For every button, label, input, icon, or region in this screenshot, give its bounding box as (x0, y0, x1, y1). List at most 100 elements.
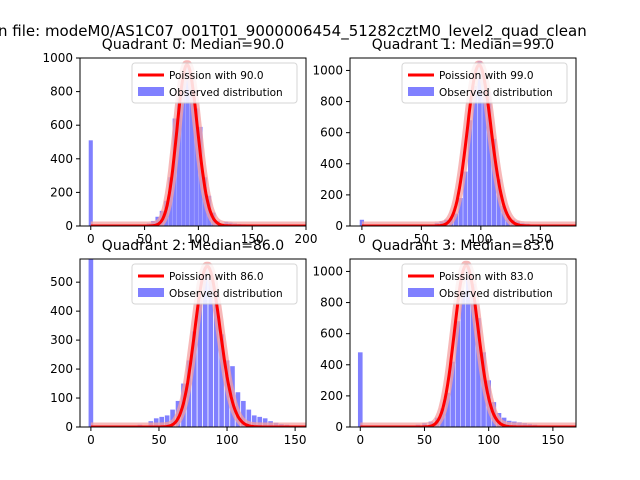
y-tick-label: 200 (50, 362, 73, 376)
histogram-bar (202, 267, 208, 427)
x-tick-label: 100 (216, 433, 239, 447)
y-tick-label: 1000 (312, 264, 343, 278)
x-tick-label: 0 (87, 232, 95, 246)
legend-label: Poission with 90.0 (169, 70, 264, 82)
histogram-bar (197, 293, 203, 427)
histogram-bar (159, 416, 165, 427)
x-tick-label: 0 (87, 433, 95, 447)
y-tick-label: 800 (320, 296, 343, 310)
subplot-0: 0 50 100 150 200 0 200 400 600 800 1000 Quadrant 0:… (42, 37, 317, 246)
histogram-bar (453, 213, 459, 226)
histogram-bar (257, 416, 263, 427)
legend-label: Observed distribution (169, 288, 283, 300)
y-tick-label: 500 (50, 275, 73, 289)
x-tick-label: 150 (529, 232, 552, 246)
y-tick-label: 400 (50, 304, 73, 318)
histogram-bar (241, 400, 246, 427)
histogram-bar (246, 409, 252, 427)
plot-area (87, 60, 306, 226)
histogram-bar (359, 219, 365, 226)
poisson-curve (361, 63, 576, 226)
histogram-bar (181, 79, 186, 226)
subplot-3: 0 50 100 150 0 200 400 600 800 1000 Quadrant 3: Me… (312, 238, 577, 447)
histogram-bar (460, 291, 466, 427)
histogram-bar (450, 361, 456, 427)
histogram-bar (170, 409, 175, 427)
legend-box (401, 263, 568, 305)
x-tick-label: 100 (469, 232, 492, 246)
y-tick-label: 300 (50, 333, 73, 347)
legend-box (131, 62, 298, 104)
legend-box (131, 263, 298, 305)
x-tick-label: 150 (241, 232, 264, 246)
x-tick-label: 0 (358, 232, 366, 246)
histogram-bar (470, 283, 476, 427)
histogram-bar (192, 331, 197, 427)
axes-frame (79, 57, 307, 227)
x-tick-label: 50 (414, 232, 429, 246)
histogram-bar (189, 78, 194, 226)
histogram-bar (357, 352, 363, 427)
legend: Poission with 83.0 Observed distribution (401, 263, 568, 305)
legend-bar-swatch (408, 288, 434, 297)
subplot-2: 0 50 100 150 0 100 200 300 400 500 Quadrant 2: Med… (50, 238, 306, 447)
x-tick-label: 50 (137, 232, 152, 246)
y-tick-label: 0 (65, 420, 73, 434)
x-tick-label: 50 (151, 433, 166, 447)
histogram-bar (477, 61, 482, 226)
subplot-title: Quadrant 3: Median=83.0 (372, 238, 554, 254)
y-tick-label: 200 (320, 188, 343, 202)
legend-label: Poission with 83.0 (439, 271, 534, 283)
histogram-bar (219, 334, 224, 427)
figure-suptitle: n file: modeM0/AS1C07_001T01_9000006454_… (0, 22, 587, 41)
histogram-bar (467, 120, 473, 226)
legend-box (401, 62, 568, 104)
histogram-bar (185, 64, 190, 226)
histogram-bar (455, 321, 461, 427)
y-tick-label: 400 (320, 157, 343, 171)
histogram-bar (458, 198, 463, 226)
x-tick-label: 0 (356, 433, 364, 447)
y-tick-label: 600 (50, 118, 73, 132)
y-tick-label: 1000 (312, 63, 343, 77)
histogram-bar (487, 92, 492, 226)
histogram-bar (194, 108, 199, 226)
legend: Poission with 86.0 Observed distribution (131, 263, 298, 305)
histogram-bar (251, 415, 257, 427)
y-tick-label: 800 (320, 95, 343, 109)
plot-area (358, 60, 576, 226)
histogram-bar (213, 293, 219, 427)
y-tick-label: 200 (320, 389, 343, 403)
legend-label: Observed distribution (439, 288, 553, 300)
histogram-bar (465, 263, 471, 427)
legend-label: Observed distribution (169, 87, 283, 99)
y-tick-label: 0 (335, 420, 343, 434)
legend: Poission with 90.0 Observed distribution (131, 62, 298, 104)
y-tick-label: 0 (335, 219, 343, 233)
histogram-bar (491, 138, 497, 226)
legend: Poission with 99.0 Observed distribution (401, 62, 568, 104)
subplot-1: 0 50 100 150 0 200 400 600 800 1000 Quadrant 1: Me… (312, 37, 577, 246)
histogram-bar (176, 98, 182, 226)
x-tick-label: 150 (541, 433, 564, 447)
y-tick-label: 400 (320, 358, 343, 372)
x-tick-label: 100 (477, 433, 500, 447)
legend-label: Poission with 99.0 (439, 70, 534, 82)
subplot-title: Quadrant 1: Median=99.0 (372, 37, 554, 53)
y-tick-label: 600 (320, 126, 343, 140)
histogram-bar (88, 259, 94, 427)
y-tick-label: 400 (50, 152, 73, 166)
y-tick-label: 100 (50, 391, 73, 405)
histogram-bar (476, 318, 481, 427)
subplot-title: Quadrant 0: Median=90.0 (102, 37, 284, 53)
histogram-bar (463, 171, 468, 226)
legend-bar-swatch (408, 87, 434, 96)
x-tick-label: 100 (187, 232, 210, 246)
y-tick-label: 800 (50, 85, 73, 99)
histogram-bar (164, 415, 170, 427)
poisson-curve (90, 63, 306, 226)
y-tick-label: 600 (320, 327, 343, 341)
legend-bar-swatch (138, 87, 164, 96)
histogram-bar (472, 86, 478, 226)
